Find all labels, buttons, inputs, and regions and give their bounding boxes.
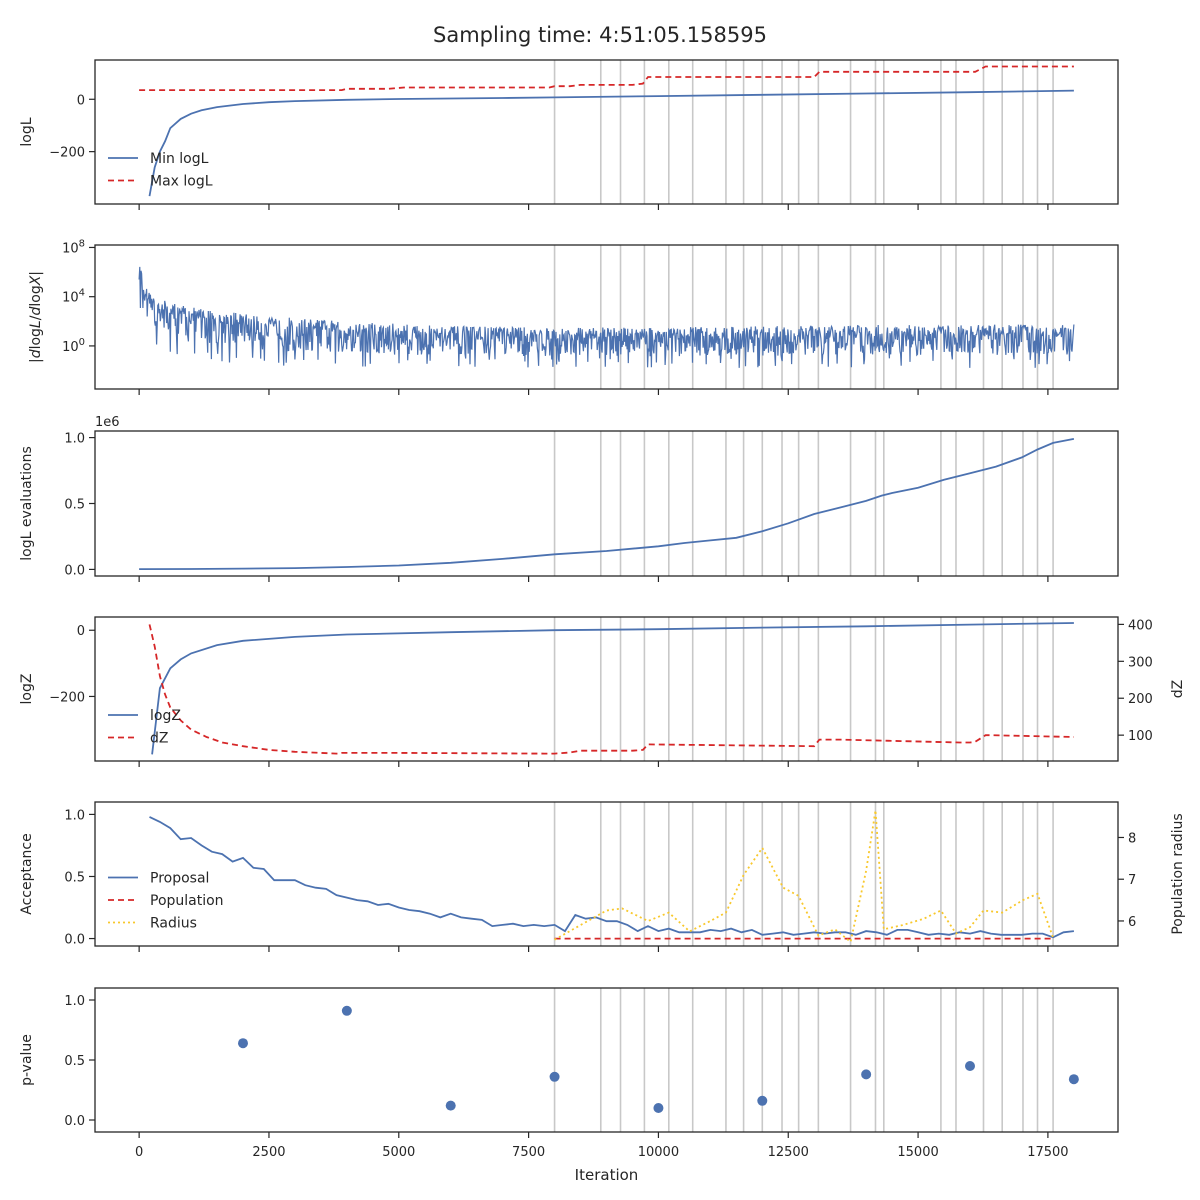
x-tick-label: 17500 — [1027, 1145, 1068, 1160]
series-line-radius — [554, 810, 1054, 944]
y-tick-label: 0.5 — [64, 498, 85, 513]
series-line-0 — [139, 438, 1075, 570]
axes-frame — [94, 801, 1119, 947]
data-point — [237, 1038, 248, 1049]
y2-axis-label: Population radius — [1170, 813, 1186, 934]
y2-tick-label: 7 — [1128, 873, 1136, 888]
x-tick-label: 5000 — [382, 1145, 415, 1160]
axes-frame — [94, 987, 1119, 1133]
series-line-dz — [148, 624, 1074, 755]
x-tick-label: 12500 — [768, 1145, 809, 1160]
series-line-max-logl — [139, 65, 1074, 91]
data-point — [757, 1095, 768, 1106]
x-axis-label: Iteration — [575, 1166, 639, 1184]
legend-label: logZ — [150, 708, 181, 724]
panel-logZ: 0 −200 100 200 300 400 dZ logZ logZ dZ — [19, 616, 1186, 767]
axes-frame — [94, 59, 1119, 205]
y-axis-label: logL evaluations — [19, 446, 35, 561]
axes-frame — [94, 244, 1119, 390]
y2-tick-label: 6 — [1128, 915, 1136, 930]
axes-frame — [94, 616, 1119, 762]
y-tick-label: 0.5 — [64, 1054, 85, 1069]
x-tick-label: 0 — [135, 1145, 143, 1160]
series-line — [138, 266, 1075, 368]
y-axis-label: Acceptance — [19, 833, 35, 914]
y-tick-label: 1.0 — [64, 432, 85, 447]
y2-axis-label: dZ — [1170, 680, 1186, 698]
y2-tick-label: 300 — [1128, 655, 1153, 670]
data-point — [445, 1100, 456, 1111]
x-tick-label: 15000 — [897, 1145, 938, 1160]
y-tick-label: 0 — [77, 624, 85, 639]
y2-tick-label: 100 — [1128, 729, 1153, 744]
panel-acceptance: 0.0 0.5 1.0 6 7 8 Population radius Acceptance P… — [19, 801, 1186, 952]
legend-label: Radius — [150, 916, 197, 932]
x-tick-label: 2500 — [252, 1145, 285, 1160]
y-tick-label: 100 — [62, 337, 85, 355]
y-tick-label: 108 — [62, 238, 85, 256]
legend-label: Max logL — [150, 174, 213, 190]
y-tick-label: −200 — [49, 146, 85, 161]
y-tick-label: 104 — [62, 288, 85, 306]
y-tick-label: 1.0 — [64, 994, 85, 1009]
panel-logL: 0 −200 logL Min logL Max logL — [19, 59, 1119, 210]
y-axis-label: logL — [19, 117, 35, 146]
series-line-proposal — [149, 816, 1075, 939]
panel-pvalue: 0 2500 5000 7500 10000 12500 15000 17500 0.0 0.5 1… — [19, 987, 1119, 1160]
data-point — [341, 1005, 352, 1016]
y-tick-label: −200 — [49, 690, 85, 705]
y-axis-label: logZ — [19, 674, 35, 705]
y-tick-label: 0.0 — [64, 1114, 85, 1129]
y-tick-label: 0.0 — [64, 933, 85, 948]
figure-title: Sampling time: 4:51:05.158595 — [433, 23, 767, 47]
x-tick-label: 10000 — [638, 1145, 679, 1160]
data-point — [1068, 1074, 1079, 1085]
y2-tick-label: 200 — [1128, 692, 1153, 707]
legend-label: Population — [150, 893, 224, 909]
y-axis-label: |dlogL/dlogX| — [28, 271, 44, 363]
series-line-min-logl — [148, 89, 1074, 197]
y-axis-label: p-value — [19, 1034, 35, 1086]
data-point — [549, 1071, 560, 1082]
data-point — [653, 1103, 664, 1113]
panel-dlogL: 108 104 100 |dlogL/dlogX| — [28, 238, 1119, 395]
y-tick-label: 0.0 — [64, 563, 85, 578]
axes-frame — [94, 430, 1119, 577]
y-tick-label: 0 — [77, 93, 85, 108]
y-tick-label: 0.5 — [64, 870, 85, 885]
legend-label: Proposal — [150, 871, 209, 887]
y2-tick-label: 8 — [1128, 831, 1136, 846]
data-point — [861, 1069, 872, 1080]
legend-label: Min logL — [150, 151, 209, 167]
y-tick-label: 1.0 — [64, 808, 85, 823]
x-tick-label: 7500 — [512, 1145, 545, 1160]
legend-label: dZ — [150, 731, 168, 747]
axis-offset-label: 1e6 — [95, 415, 120, 430]
data-point — [965, 1061, 976, 1071]
panel-evals: 0.0 0.5 1.0 logL evaluations 1e6 — [19, 415, 1119, 582]
series-line-logz — [151, 622, 1074, 755]
y2-tick-label: 400 — [1128, 618, 1153, 633]
